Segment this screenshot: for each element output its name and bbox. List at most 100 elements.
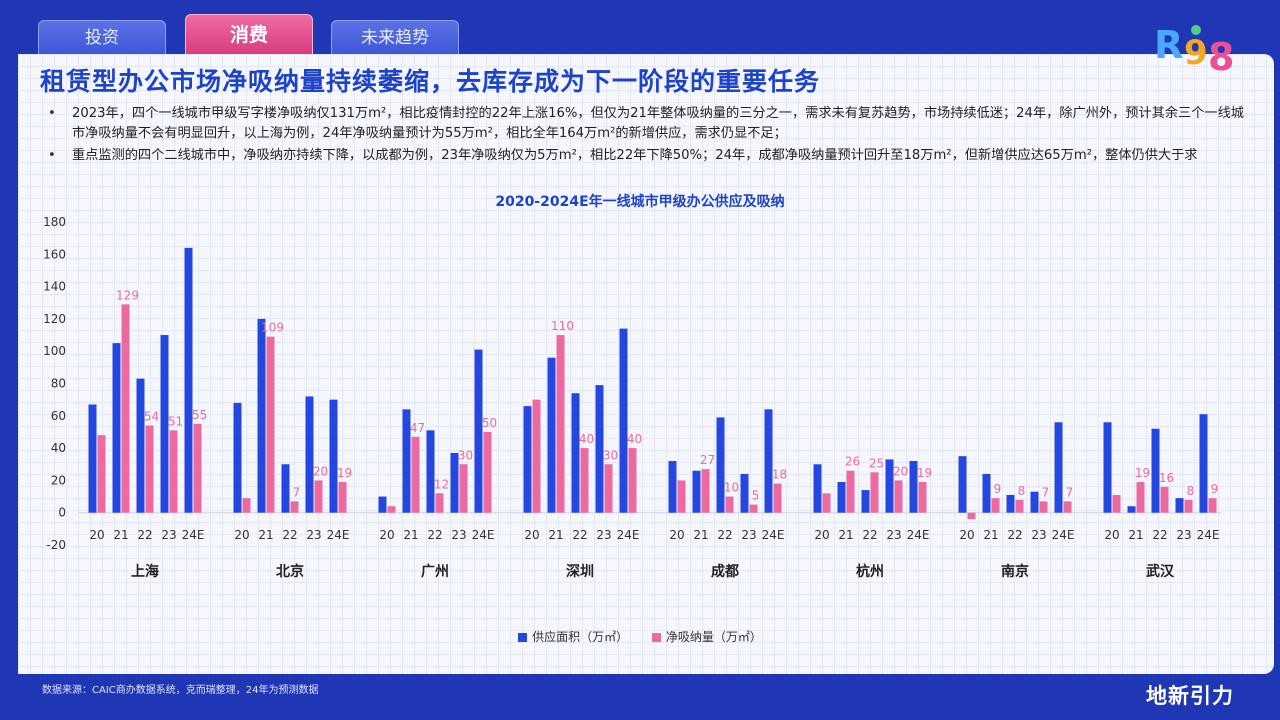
supply-bar xyxy=(982,473,991,513)
absorption-data-label: 26 xyxy=(845,455,860,469)
supply-bar xyxy=(1103,422,1112,513)
absorption-bar xyxy=(121,304,130,513)
brand-logo: 地新引力 xyxy=(1146,684,1234,708)
supply-bar xyxy=(668,461,677,513)
supply-bar xyxy=(112,343,121,513)
absorption-bar xyxy=(338,482,347,513)
absorption-bar xyxy=(1160,486,1169,513)
legend-label-absorption: 净吸纳量（万㎡） xyxy=(665,630,762,644)
absorption-data-label: 7 xyxy=(293,485,301,499)
city-label: 上海 xyxy=(131,563,159,580)
x-tick-label: 20 xyxy=(524,528,539,542)
bullet-item: 重点监测的四个二线城市中，净吸纳亦持续下降，以成都为例，23年净吸纳仅为5万m²… xyxy=(44,146,1244,166)
supply-bar xyxy=(547,357,556,513)
supply-bar xyxy=(837,482,846,513)
legend-item-supply: 供应面积（万㎡） xyxy=(518,628,628,645)
absorption-bar xyxy=(1208,498,1217,513)
bullet-item: 2023年，四个一线城市甲级写字楼净吸纳仅131万m²，相比疫情封控的22年上涨… xyxy=(44,104,1244,144)
y-tick-label: 140 xyxy=(43,280,66,294)
city-label: 深圳 xyxy=(566,563,594,580)
absorption-data-label: 18 xyxy=(772,468,787,482)
x-tick-label: 24E xyxy=(182,528,205,542)
absorption-data-label: 19 xyxy=(917,466,932,480)
absorption-data-label: 109 xyxy=(261,321,284,335)
x-tick-label: 23 xyxy=(596,528,611,542)
absorption-bar xyxy=(894,480,903,513)
supply-bar xyxy=(136,378,145,513)
absorption-data-label: 8 xyxy=(1187,484,1195,498)
supply-bar xyxy=(595,385,604,513)
x-tick-label: 23 xyxy=(886,528,901,542)
city-label: 广州 xyxy=(421,563,449,580)
absorption-bar xyxy=(97,435,106,513)
absorption-bar xyxy=(314,480,323,513)
absorption-data-label: 55 xyxy=(192,408,207,422)
absorption-bar xyxy=(967,512,976,520)
supply-bar xyxy=(885,459,894,513)
city-label: 武汉 xyxy=(1146,563,1175,580)
absorption-data-label: 8 xyxy=(1018,484,1026,498)
legend-item-absorption: 净吸纳量（万㎡） xyxy=(651,628,762,645)
absorption-data-label: 25 xyxy=(869,456,884,470)
bar-chart: -200204060801001201401601802012921542251… xyxy=(43,215,1222,580)
absorption-data-label: 110 xyxy=(551,319,574,333)
absorption-data-label: 54 xyxy=(144,409,159,423)
bullet-list: 2023年，四个一线城市甲级写字楼净吸纳仅131万m²，相比疫情封控的22年上涨… xyxy=(44,104,1244,168)
y-tick-label: 0 xyxy=(58,506,66,520)
supply-bar xyxy=(813,464,822,513)
absorption-data-label: 5 xyxy=(752,489,760,503)
supply-bar xyxy=(160,335,169,513)
city-label: 北京 xyxy=(276,563,304,580)
x-tick-label: 22 xyxy=(572,528,587,542)
legend-swatch-supply xyxy=(518,633,528,642)
y-tick-label: 80 xyxy=(51,377,66,391)
supply-bar xyxy=(909,461,918,513)
supply-bar xyxy=(1127,506,1136,513)
x-tick-label: 24E xyxy=(327,528,350,542)
absorption-bar xyxy=(773,483,782,513)
supply-bar xyxy=(329,399,338,513)
x-tick-label: 24E xyxy=(1052,528,1075,542)
x-tick-label: 24E xyxy=(1197,528,1220,542)
x-tick-label: 23 xyxy=(306,528,321,542)
supply-bar xyxy=(402,409,411,513)
supply-bar xyxy=(184,247,193,513)
absorption-bar xyxy=(411,436,420,513)
legend-swatch-absorption xyxy=(651,633,661,642)
absorption-data-label: 19 xyxy=(337,466,352,480)
y-tick-label: 180 xyxy=(43,215,66,229)
y-tick-label: 100 xyxy=(43,344,66,358)
absorption-bar xyxy=(290,501,299,513)
absorption-bar xyxy=(387,506,396,513)
absorption-bar xyxy=(266,336,275,513)
absorption-data-label: 40 xyxy=(627,432,642,446)
svg-text:8: 8 xyxy=(1208,35,1234,78)
legend-label-supply: 供应面积（万㎡） xyxy=(532,630,629,644)
y-tick-label: 160 xyxy=(43,247,66,261)
x-tick-label: 21 xyxy=(693,528,708,542)
supply-bar xyxy=(281,464,290,513)
tab-investment[interactable]: 投资 xyxy=(38,20,166,54)
supply-bar xyxy=(1199,414,1208,513)
absorption-data-label: 51 xyxy=(168,414,183,428)
supply-bar xyxy=(426,430,435,513)
absorption-data-label: 47 xyxy=(410,421,425,435)
x-tick-label: 21 xyxy=(983,528,998,542)
x-tick-label: 20 xyxy=(89,528,104,542)
x-tick-label: 20 xyxy=(959,528,974,542)
tab-future-trends[interactable]: 未来趋势 xyxy=(331,20,459,54)
supply-bar xyxy=(1175,498,1184,513)
tab-consumption[interactable]: 消费 xyxy=(185,14,313,54)
x-tick-label: 24E xyxy=(907,528,930,542)
data-source-note: 数据来源：CAIC商办数据系统，克而瑞整理，24年为预测数据 xyxy=(42,685,319,696)
absorption-bar xyxy=(483,431,492,513)
x-tick-label: 24E xyxy=(472,528,495,542)
x-tick-label: 21 xyxy=(113,528,128,542)
absorption-bar xyxy=(846,470,855,513)
x-tick-label: 23 xyxy=(741,528,756,542)
absorption-data-label: 30 xyxy=(458,448,473,462)
absorption-bar xyxy=(435,493,444,513)
x-tick-label: 22 xyxy=(137,528,152,542)
absorption-bar xyxy=(822,493,831,513)
supply-bar xyxy=(523,406,532,513)
